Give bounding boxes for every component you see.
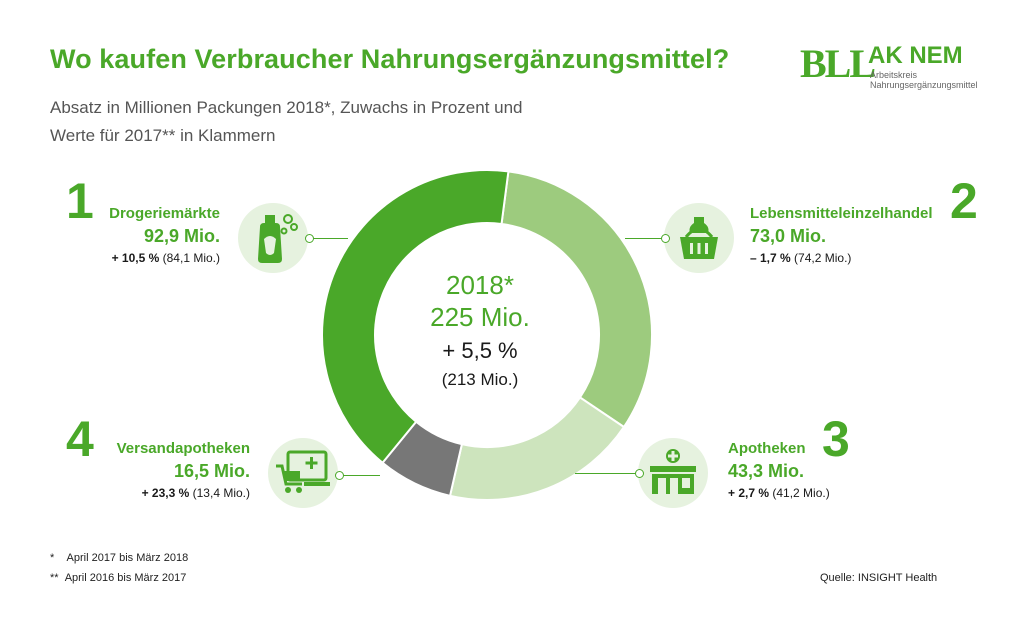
segment-previous-3: (41,2 Mio.) <box>772 486 830 500</box>
connector-dot-4 <box>335 471 344 480</box>
chart-subtitle: Absatz in Millionen Packungen 2018*, Zuw… <box>50 94 523 150</box>
logo-sub-2: Nahrungsergänzungsmittel <box>870 80 978 90</box>
subtitle-line-2: Werte für 2017** in Klammern <box>50 126 276 145</box>
segment-change-2: – 1,7 % (74,2 Mio.) <box>750 251 851 265</box>
center-previous: (213 Mio.) <box>441 370 519 389</box>
segment-name-3: Apotheken <box>728 440 806 457</box>
segment-change-pct-1: + 10,5 % <box>111 251 160 265</box>
logo: BLL AK NEM Arbeitskreis Nahrungsergänzun… <box>800 40 980 90</box>
footnote-2-mark: ** <box>50 572 59 584</box>
segment-value-2: 73,0 Mio. <box>750 226 827 246</box>
connector-4 <box>338 475 380 476</box>
connector-dot-1 <box>305 234 314 243</box>
center-total: 225 Mio. <box>430 302 530 332</box>
segment-change-3: + 2,7 % (41,2 Mio.) <box>728 486 830 500</box>
segment-previous-1: (84,1 Mio.) <box>162 251 220 265</box>
segment-value-3: 43,3 Mio. <box>728 461 805 481</box>
logo-sub-1: Arbeitskreis <box>870 70 918 80</box>
connector-dot-2 <box>661 234 670 243</box>
center-change: + 5,5 % <box>442 338 518 363</box>
logo-name: AK NEM <box>868 42 963 69</box>
segment-value-1: 92,9 Mio. <box>143 226 220 246</box>
segment-value-4: 16,5 Mio. <box>173 461 250 481</box>
shopping-basket-icon <box>664 203 734 273</box>
donut-slice-3 <box>448 396 626 501</box>
segment-change-1: + 10,5 % (84,1 Mio.) <box>60 251 220 265</box>
segment-previous-4: (13,4 Mio.) <box>192 486 250 500</box>
footnote-2-text: April 2016 bis März 2017 <box>64 572 187 584</box>
detergent-bottle-icon <box>238 203 308 273</box>
connector-dot-3 <box>635 469 644 478</box>
rank-4: 4 <box>66 411 94 467</box>
center-year: 2018* <box>446 270 514 300</box>
donut-slice-1 <box>321 169 510 465</box>
segment-change-4: + 23,3 % (13,4 Mio.) <box>90 486 250 500</box>
segment-name-2: Lebensmitteleinzelhandel <box>750 205 933 222</box>
rank-3: 3 <box>822 411 850 467</box>
chart-title: Wo kaufen Verbraucher Nahrungsergänzungs… <box>50 44 730 74</box>
connector-3 <box>575 473 639 474</box>
rank-1: 1 <box>66 173 94 229</box>
rank-2: 2 <box>950 173 978 229</box>
footnote-1-text: April 2017 bis März 2018 <box>66 552 189 564</box>
segment-name-4: Versandapotheken <box>116 440 250 457</box>
connector-2 <box>625 238 665 239</box>
donut-slice-2 <box>500 170 653 429</box>
connector-1 <box>308 238 348 239</box>
footnote-2: ** April 2016 bis März 2017 <box>50 572 186 584</box>
footnote-1: * April 2017 bis März 2018 <box>50 552 188 564</box>
footnote-1-mark: * <box>50 552 55 564</box>
segment-name-1: Drogeriemärkte <box>109 205 220 222</box>
segment-change-pct-4: + 23,3 % <box>141 486 190 500</box>
segment-previous-2: (74,2 Mio.) <box>794 251 852 265</box>
pharmacy-store-icon <box>638 438 708 508</box>
logo-mark: BLL <box>800 41 876 86</box>
online-pharmacy-icon <box>268 438 338 508</box>
segment-change-pct-2: – 1,7 % <box>750 251 791 265</box>
segment-change-pct-3: + 2,7 % <box>728 486 770 500</box>
source-note: Quelle: INSIGHT Health <box>820 572 938 584</box>
subtitle-line-1: Absatz in Millionen Packungen 2018*, Zuw… <box>50 98 523 117</box>
